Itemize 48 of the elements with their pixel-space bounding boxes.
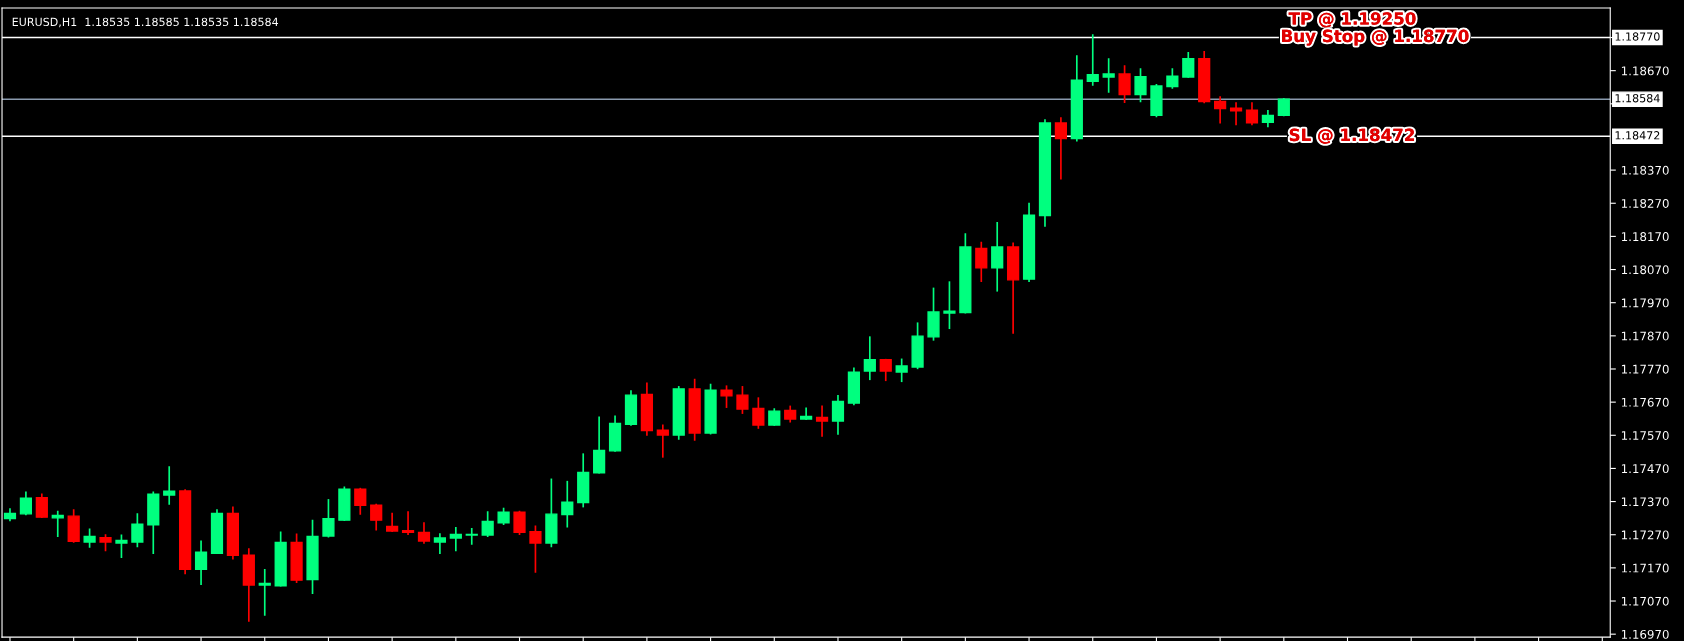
candlestick — [322, 499, 335, 538]
candlestick — [1150, 84, 1163, 118]
y-tick-label: 1.17970 — [1621, 298, 1669, 308]
y-tick-label: 1.17170 — [1621, 563, 1669, 573]
y-tick-label: 1.18070 — [1621, 265, 1669, 275]
y-tick-label: 1.17870 — [1621, 331, 1669, 341]
candlestick — [545, 478, 558, 548]
candlestick — [720, 385, 733, 408]
annotation: TP @ 1.19250 — [1288, 12, 1416, 28]
candlestick — [943, 281, 956, 330]
candlestick — [959, 233, 972, 314]
candlestick — [513, 510, 526, 535]
y-tick-label: 1.18670 — [1621, 66, 1669, 76]
y-tick-label: 1.17070 — [1621, 596, 1669, 606]
ref-line-label: 1.18472 — [1615, 131, 1660, 140]
annotation: Buy Stop @ 1.18770 — [1282, 29, 1469, 46]
ref-line-label: 1.18770 — [1615, 32, 1660, 41]
y-tick-label: 1.17770 — [1621, 364, 1669, 374]
candlestick — [306, 519, 319, 594]
candlestick — [529, 525, 542, 573]
candlestick — [911, 322, 924, 370]
candlestick — [51, 510, 64, 537]
ref-line-label: 1.18584 — [1615, 93, 1660, 103]
candlestick — [1277, 98, 1290, 117]
candlestick — [927, 287, 940, 341]
candlestick — [736, 386, 749, 414]
candlestick — [338, 486, 351, 521]
candlestick — [1102, 58, 1115, 93]
y-tick-label: 1.17670 — [1621, 397, 1669, 407]
candlestick — [752, 397, 765, 429]
text: EURUSD,H1 1.18535 1.18585 1.18535 1.18584 — [12, 17, 279, 28]
y-tick-label: 1.18270 — [1621, 198, 1669, 208]
candlestick — [433, 533, 447, 555]
candlestick — [115, 534, 128, 559]
y-tick-label: 1.18170 — [1621, 232, 1669, 242]
y-tick-label: 1.16970 — [1621, 629, 1669, 639]
annotation: SL @ 1.18472 — [1289, 128, 1414, 144]
y-tick-label: 1.17470 — [1621, 464, 1669, 474]
candlestick — [1118, 65, 1131, 103]
candlestick — [1134, 68, 1147, 103]
candlestick — [290, 533, 303, 583]
y-tick-label: 1.17570 — [1621, 431, 1669, 440]
y-tick-label: 1.18370 — [1621, 165, 1669, 175]
candlestick — [131, 513, 144, 548]
candlestick — [895, 358, 908, 383]
y-tick-label: 1.17370 — [1621, 497, 1669, 507]
y-tick-label: 1.17270 — [1621, 530, 1669, 540]
candlestick — [704, 383, 717, 435]
